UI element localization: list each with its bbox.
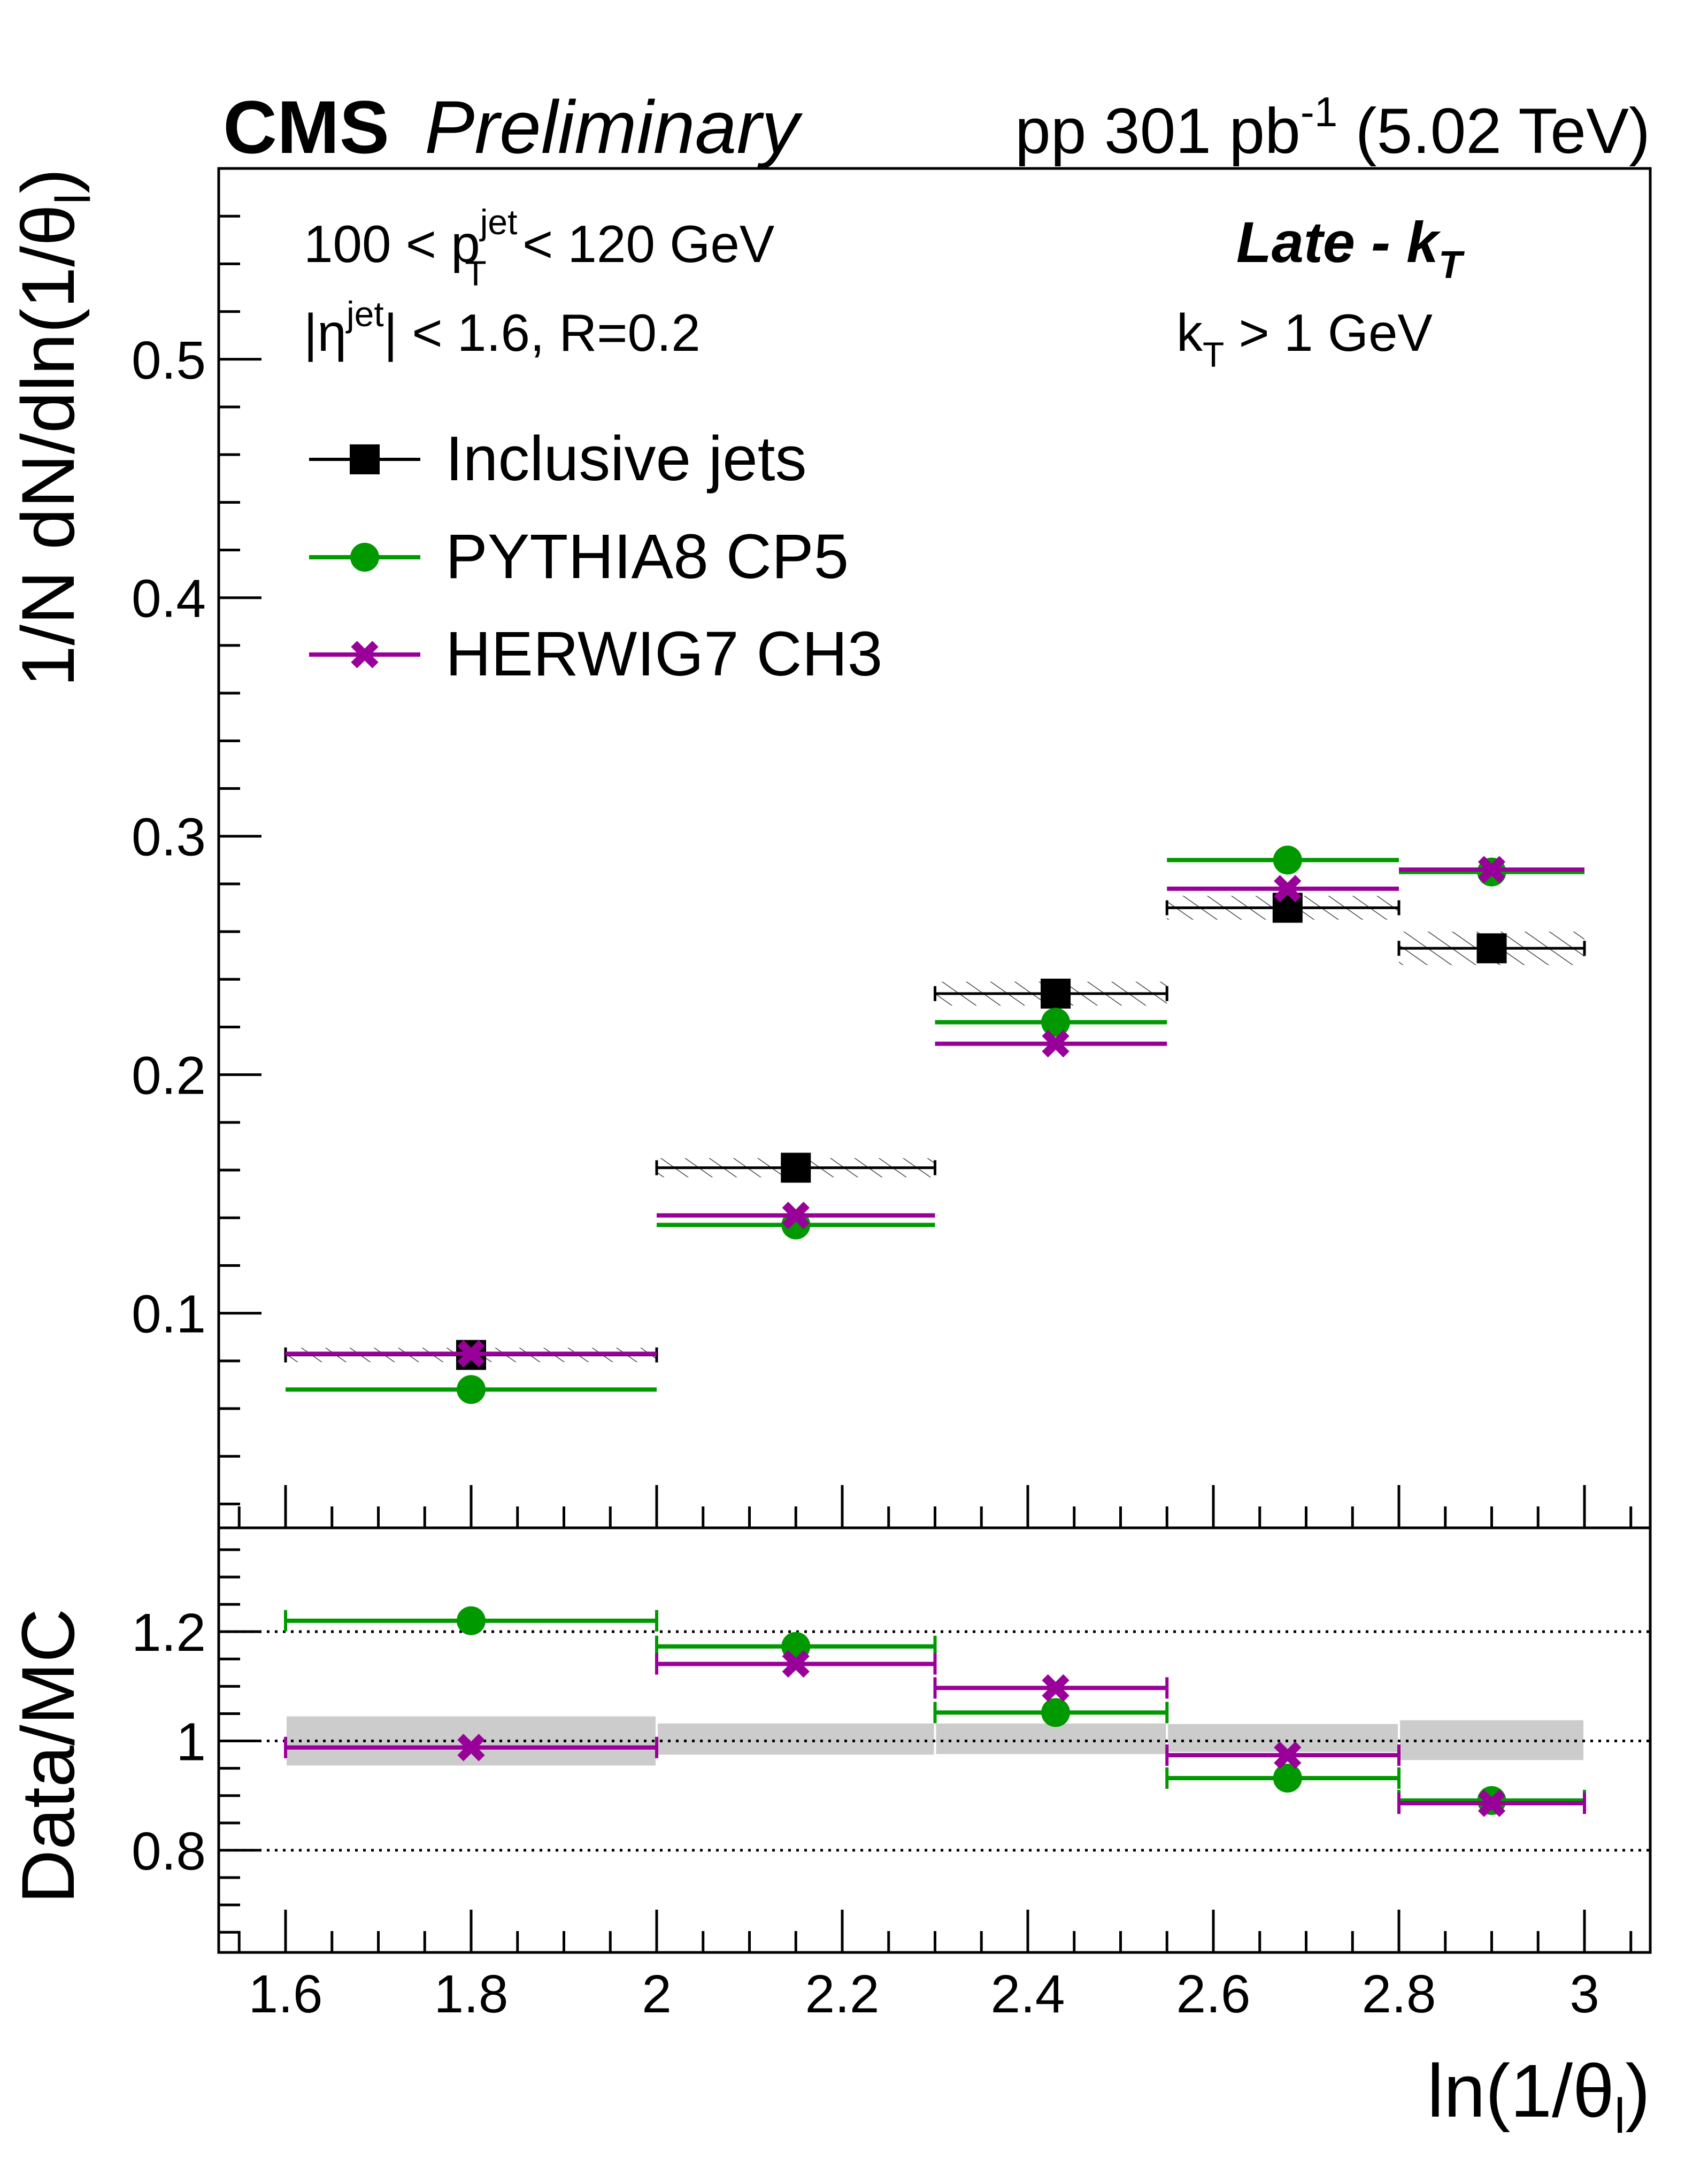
axes-layer: 1.6 1.8 2 2.2 2.4 2.6 2.8 3 0.1 0.2 0.3 0.4 0.5 0.8 1 1… <box>132 167 1652 2024</box>
x-tick-label: 1.6 <box>248 1964 322 2024</box>
circle-marker <box>1273 845 1302 875</box>
x-marker <box>1042 1030 1070 1058</box>
ylabel-end: ) <box>6 168 90 194</box>
ylabel-sub: l <box>46 194 101 204</box>
x-marker-icon <box>351 641 379 668</box>
circle-marker <box>457 1606 486 1635</box>
x-marker <box>1478 856 1506 883</box>
ratio-y-tick-label: 1.2 <box>132 1603 206 1663</box>
kt-right: > 1 GeV <box>1224 303 1433 362</box>
legend-label: Inclusive jets <box>445 424 807 494</box>
x-marker <box>1274 875 1302 903</box>
circle-marker-icon <box>350 543 379 572</box>
cms-label: CMS <box>223 85 389 169</box>
circle-marker <box>1273 1764 1302 1793</box>
ratio-uncertainty-band <box>287 1716 656 1766</box>
main-y-axis-title: 1/N dN/dln(1/θl) <box>6 168 101 687</box>
xlabel-main: ln(1/θ <box>1427 2049 1614 2133</box>
pt-left: 100 < p <box>304 214 480 273</box>
lumi-prefix: pp 301 pb <box>1015 95 1301 167</box>
circle-marker <box>1041 1698 1071 1727</box>
square-marker <box>1041 979 1071 1009</box>
main-panel-frame <box>217 167 1652 1529</box>
lumi-label: pp 301 pb-1 (5.02 TeV) <box>1015 88 1650 167</box>
ylabel-main: 1/N dN/dln(1/θ <box>6 204 90 687</box>
eta-left: |η <box>304 303 347 362</box>
pt-range-label: 100 < pjet T < 120 GeV <box>304 202 774 293</box>
marks-layer <box>284 845 1586 1817</box>
y-tick-label: 0.3 <box>132 808 206 867</box>
x-tick-label: 2 <box>642 1964 672 2024</box>
x-marker <box>1478 1789 1506 1817</box>
ratio-uncertainty-band <box>1400 1720 1583 1760</box>
x-marker <box>1274 1741 1302 1769</box>
pt-sup: jet <box>479 202 518 242</box>
x-axis-title: ln(1/θl) <box>1427 2049 1650 2143</box>
x-marker <box>1042 1674 1070 1702</box>
ratio-y-axis-title: Data/MC <box>6 1609 90 1904</box>
algo-main: Late - k <box>1236 210 1441 274</box>
x-marker <box>457 1734 485 1762</box>
algorithm-label: Late - kT <box>1236 210 1465 287</box>
lumi-suffix: (5.02 TeV) <box>1337 95 1650 167</box>
eta-right: | < 1.6, R=0.2 <box>384 303 701 362</box>
x-tick-label: 3 <box>1569 1964 1599 2024</box>
legend-entry-pythia: PYTHIA8 CP5 <box>309 521 849 592</box>
x-tick-label: 2.6 <box>1176 1964 1250 2024</box>
square-marker-icon <box>350 444 380 474</box>
legend: Inclusive jets PYTHIA8 CP5 HERWIG7 CH3 <box>309 424 882 689</box>
eta-range-label: |ηjet| < 1.6, R=0.2 <box>304 294 701 362</box>
y-tick-label: 0.2 <box>132 1046 206 1106</box>
x-marker <box>782 1650 810 1678</box>
xlabel-end: ) <box>1625 2049 1650 2133</box>
algo-sub: T <box>1438 244 1465 287</box>
xlabel-sub: l <box>1614 2089 1625 2143</box>
kt-cut-label: kT > 1 GeV <box>1176 303 1433 374</box>
lumi-exp: -1 <box>1301 88 1337 135</box>
y-tick-label: 0.4 <box>132 569 206 629</box>
kt-sub: T <box>1203 335 1224 374</box>
legend-entry-inclusive: Inclusive jets <box>309 424 807 494</box>
ratio-y-tick-label: 0.8 <box>132 1821 206 1881</box>
square-marker <box>1476 933 1507 964</box>
pt-sub: T <box>465 253 486 293</box>
x-marker <box>782 1202 810 1229</box>
x-tick-label: 1.8 <box>434 1964 508 2024</box>
x-marker <box>457 1340 485 1368</box>
x-tick-label: 2.8 <box>1361 1964 1436 2024</box>
y-tick-label: 0.5 <box>132 330 206 390</box>
legend-entry-herwig: HERWIG7 CH3 <box>309 619 882 689</box>
ratio-uncertainty-band <box>936 1723 1166 1755</box>
pt-right: < 120 GeV <box>508 214 775 273</box>
x-tick-label: 2.2 <box>805 1964 879 2024</box>
y-tick-label: 0.1 <box>132 1285 206 1344</box>
preliminary-label: Preliminary <box>425 85 803 169</box>
square-marker <box>781 1152 811 1183</box>
circle-marker <box>1041 1008 1071 1037</box>
ratio-uncertainty-band <box>658 1723 934 1755</box>
x-tick-label: 2.4 <box>990 1964 1065 2024</box>
ratio-y-tick-label: 1 <box>176 1712 206 1772</box>
circle-marker <box>457 1375 486 1404</box>
legend-label: PYTHIA8 CP5 <box>445 521 849 592</box>
eta-sup: jet <box>345 294 384 334</box>
kt-main: k <box>1176 303 1203 362</box>
legend-label: HERWIG7 CH3 <box>445 619 882 689</box>
